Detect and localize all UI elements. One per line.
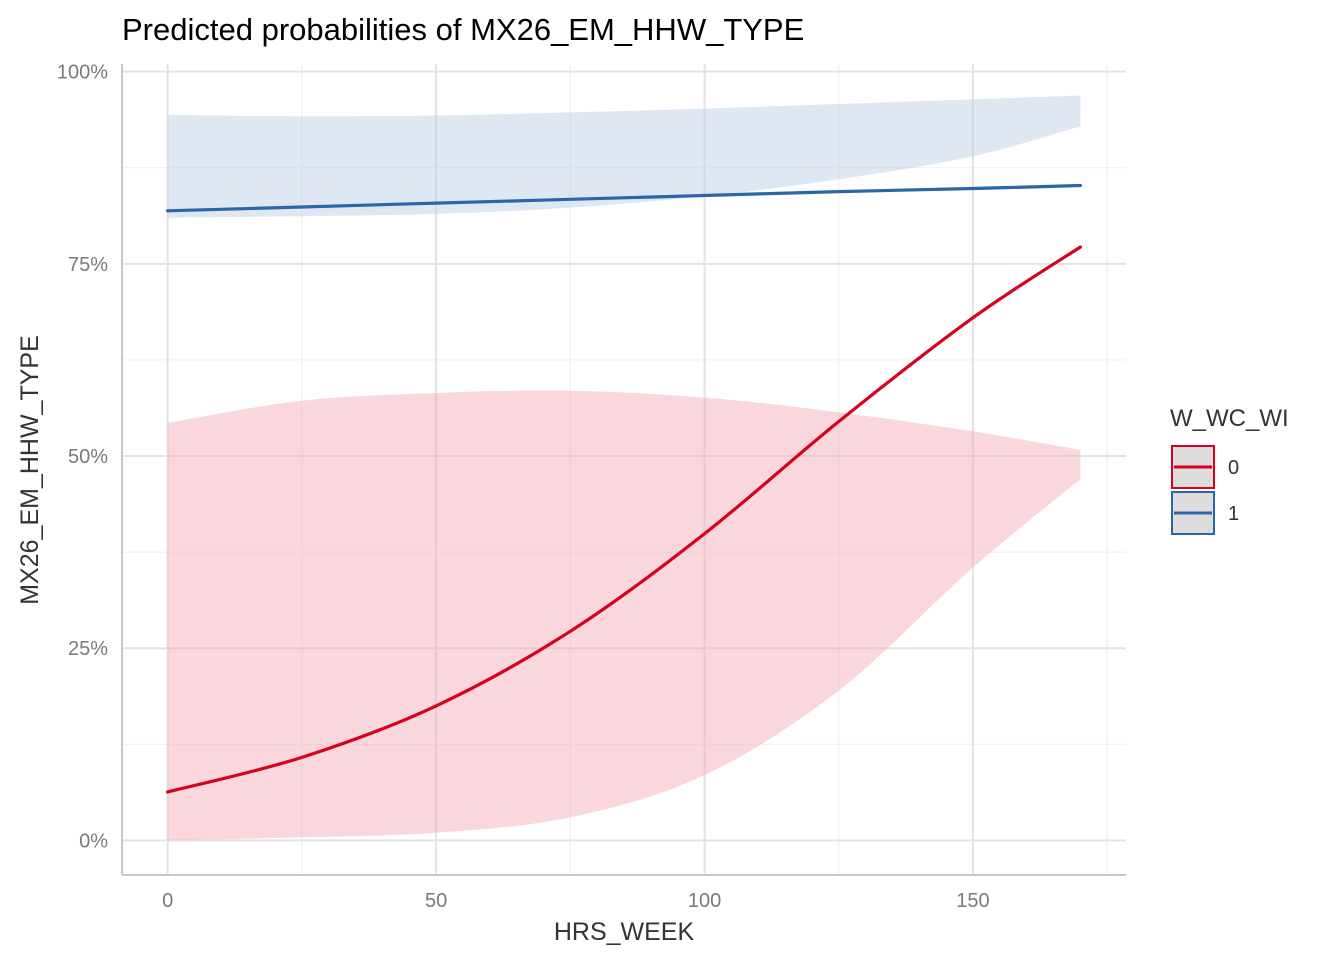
major-gridlines	[122, 64, 1126, 875]
legend: W_WC_WI 0 1	[1170, 405, 1289, 535]
x-tick-label: 100	[688, 890, 721, 912]
series-line-1	[166, 183, 1082, 213]
x-tick-label: 50	[425, 890, 447, 912]
ci-ribbon-0	[167, 390, 1081, 841]
y-tick-label: 75%	[68, 254, 108, 276]
y-axis-title: MX26_EM_HHW_TYPE	[16, 335, 44, 605]
x-tick-label: 150	[956, 890, 989, 912]
legend-title: W_WC_WI	[1170, 405, 1289, 432]
ci-ribbon-1	[167, 95, 1081, 218]
series-lines	[166, 183, 1082, 794]
y-tick-label: 0%	[79, 830, 108, 852]
x-tick-label: 0	[162, 890, 173, 912]
series-line-0	[166, 245, 1082, 794]
legend-item-0: 0	[1171, 445, 1239, 489]
y-tick-label: 100%	[57, 62, 108, 84]
x-axis-title: HRS_WEEK	[554, 918, 695, 946]
y-tick-label: 50%	[68, 446, 108, 468]
y-tick-label: 25%	[68, 638, 108, 660]
axes	[121, 64, 1126, 876]
legend-label-1: 1	[1228, 503, 1239, 525]
confidence-ribbons	[167, 95, 1081, 841]
legend-label-0: 0	[1228, 457, 1239, 479]
chart-title: Predicted probabilities of MX26_EM_HHW_T…	[122, 12, 804, 47]
tick-labels: 0 50 100 150 0% 25% 50% 75% 100%	[57, 62, 990, 912]
legend-item-1: 1	[1171, 491, 1239, 535]
